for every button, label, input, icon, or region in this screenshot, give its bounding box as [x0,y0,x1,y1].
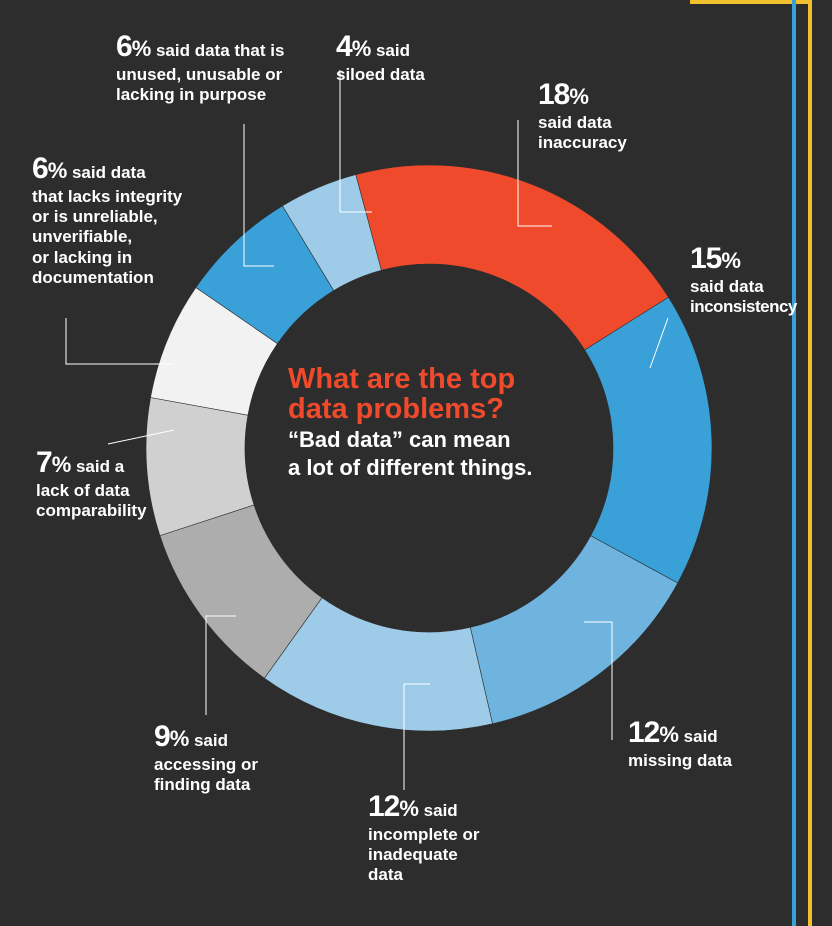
label-inaccuracy: 18% said data inaccuracy [538,78,627,152]
label-inconsistency: 15% said data inconsistency [690,242,797,316]
leader-line-incomplete [403,683,430,790]
value-unused: 6 [116,30,133,63]
border-top-accent [690,0,812,4]
border-blue-rail [792,0,796,926]
label-comparability: 7% said a lack of data comparability [36,446,147,520]
label-incomplete: 12% said incomplete or inadequate data [368,790,480,885]
chart-subtitle-line1: “Bad data” can mean [288,426,511,452]
donut-slice-8 [282,174,382,291]
leader-line-integrity [65,318,174,365]
value-inconsistency: 15 [690,242,722,275]
value-comparability: 7 [36,446,53,479]
value-incomplete: 12 [368,790,400,823]
leader-line-inconsistency [649,317,669,369]
chart-subtitle-line2: a lot of different things. [288,455,533,481]
chart-title-line2: data problems? [288,393,504,426]
leader-line-comparability [107,429,175,445]
chart-title-line1: What are the top [288,363,516,395]
leader-line-inaccuracy [517,120,552,227]
leader-line-missing [584,621,613,740]
border-yellow-rail [808,0,812,926]
label-siloed: 4% said siloed data [336,30,425,84]
label-missing: 12% said missing data [628,716,732,770]
leader-line-accessing [205,615,236,715]
chart-center-text: What are the top data problems? “Bad dat… [288,364,588,482]
label-unused: 6% said data that is unused, unusable or… [116,30,285,104]
value-siloed: 4 [336,30,353,63]
leader-line-unused [243,124,274,267]
label-integrity: 6% said data that lacks integrity or is … [32,152,183,288]
value-inaccuracy: 18 [538,78,570,111]
donut-slice-1 [584,296,713,584]
leader-line-siloed [339,70,372,213]
donut-slice-0 [355,164,669,351]
value-integrity: 6 [32,152,49,185]
value-accessing: 9 [154,720,171,753]
value-missing: 12 [628,716,660,749]
label-accessing: 9% said accessing or finding data [154,720,258,794]
